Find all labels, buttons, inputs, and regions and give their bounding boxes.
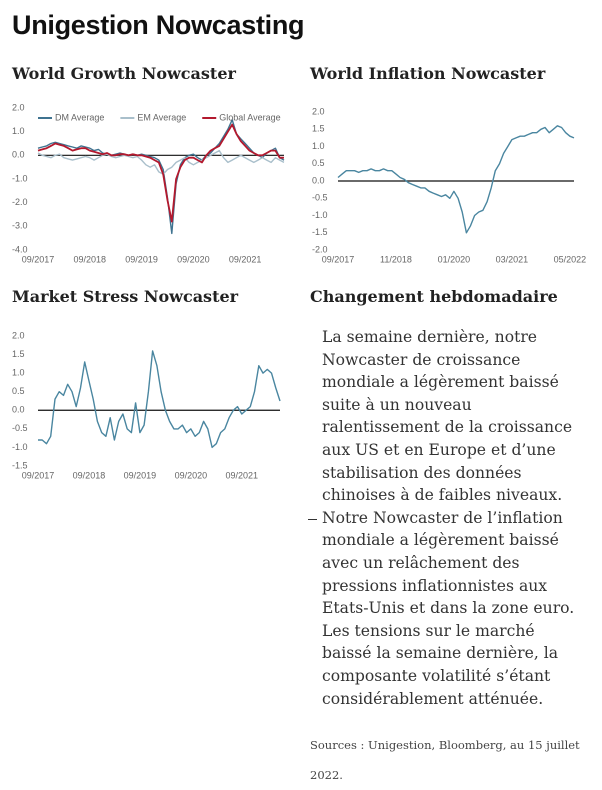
- x-tick-label: 09/2019: [125, 254, 158, 264]
- y-tick-label: 0.0: [12, 405, 25, 415]
- y-tick-label: -0.5: [12, 423, 28, 433]
- y-tick-label: 2.0: [312, 106, 325, 116]
- x-tick-label: 09/2017: [22, 470, 55, 480]
- x-tick-label: 09/2017: [22, 254, 55, 264]
- chart-title: World Growth Nowcaster: [12, 64, 236, 83]
- legend-label: DM Average: [55, 112, 104, 122]
- source: Sources : Unigestion, Bloomberg, au 15 j…: [310, 738, 580, 782]
- y-tick-label: 1.0: [12, 126, 25, 136]
- y-tick-label: -1.5: [12, 460, 28, 470]
- chart: -4.0 -3.0 -2.0 -1.0 0.0 1.0 2.0 09/2017 09/2018 0…: [12, 102, 285, 264]
- page-title: Unigestion Nowcasting: [12, 10, 305, 40]
- x-tick-label: 01/2020: [438, 254, 471, 264]
- y-tick-label: -3.0: [12, 221, 28, 231]
- x-tick-label: 09/2021: [226, 470, 259, 480]
- x-tick-label: 09/2019: [124, 470, 157, 480]
- y-tick-label: -1.0: [12, 173, 28, 183]
- y-tick-label: 1.5: [12, 349, 25, 359]
- section-title: Changement hebdomadaire: [310, 287, 558, 306]
- series-line: [37, 119, 285, 235]
- x-tick-label: 09/2018: [74, 254, 107, 264]
- x-tick-label: 05/2022: [554, 254, 587, 264]
- y-tick-label: 0.0: [312, 175, 325, 185]
- chart: -2.0 -1.5 -1.0 -0.5 0.0 0.5 1.0 1.5 2.0 09/2017 11…: [312, 106, 587, 264]
- x-tick-label: 09/2018: [73, 470, 106, 480]
- y-tick-label: 1.0: [312, 141, 325, 151]
- legend-label: Global Average: [219, 112, 280, 122]
- y-tick-label: -4.0: [12, 244, 28, 254]
- chart-title: World Inflation Nowcaster: [310, 64, 546, 83]
- y-tick-label: 1.0: [12, 368, 25, 378]
- x-tick-label: 03/2021: [496, 254, 529, 264]
- series-line: [37, 149, 285, 175]
- y-tick-label: -2.0: [312, 244, 328, 254]
- x-tick-label: 09/2020: [175, 470, 208, 480]
- series-line: [337, 125, 575, 234]
- item-text: Notre Nowcaster de l’inflation mondiale …: [322, 508, 575, 708]
- y-tick-label: -1.5: [312, 227, 328, 237]
- summary: La semaine dernière, notre Nowcaster de …: [308, 326, 576, 710]
- y-tick-label: 2.0: [12, 102, 25, 112]
- summary-item: La semaine dernière, notre Nowcaster de …: [322, 326, 576, 507]
- y-tick-label: 2.0: [12, 330, 25, 340]
- chart-title: Market Stress Nowcaster: [12, 287, 239, 306]
- x-tick-label: 09/2021: [229, 254, 262, 264]
- series-line: [38, 350, 281, 449]
- summary-item: Notre Nowcaster de l’inflation mondiale …: [308, 507, 576, 710]
- y-tick-label: 0.5: [12, 386, 25, 396]
- item-text: La semaine dernière, notre Nowcaster de …: [322, 328, 573, 505]
- y-tick-label: 1.5: [312, 124, 325, 134]
- series-line: [37, 123, 284, 223]
- x-tick-label: 09/2017: [322, 254, 355, 264]
- y-tick-label: -0.5: [312, 193, 328, 203]
- dash: [308, 518, 317, 520]
- x-tick-label: 09/2020: [177, 254, 210, 264]
- y-tick-label: 0.0: [12, 150, 25, 160]
- x-tick-label: 11/2018: [380, 254, 412, 264]
- chart: -1.5 -1.0 -0.5 0.0 0.5 1.0 1.5 2.0 09/2017 09/201…: [12, 330, 281, 480]
- legend-label: EM Average: [137, 112, 186, 122]
- y-tick-label: -1.0: [312, 210, 328, 220]
- y-tick-label: 0.5: [312, 158, 325, 168]
- y-tick-label: -1.0: [12, 442, 28, 452]
- y-tick-label: -2.0: [12, 197, 28, 207]
